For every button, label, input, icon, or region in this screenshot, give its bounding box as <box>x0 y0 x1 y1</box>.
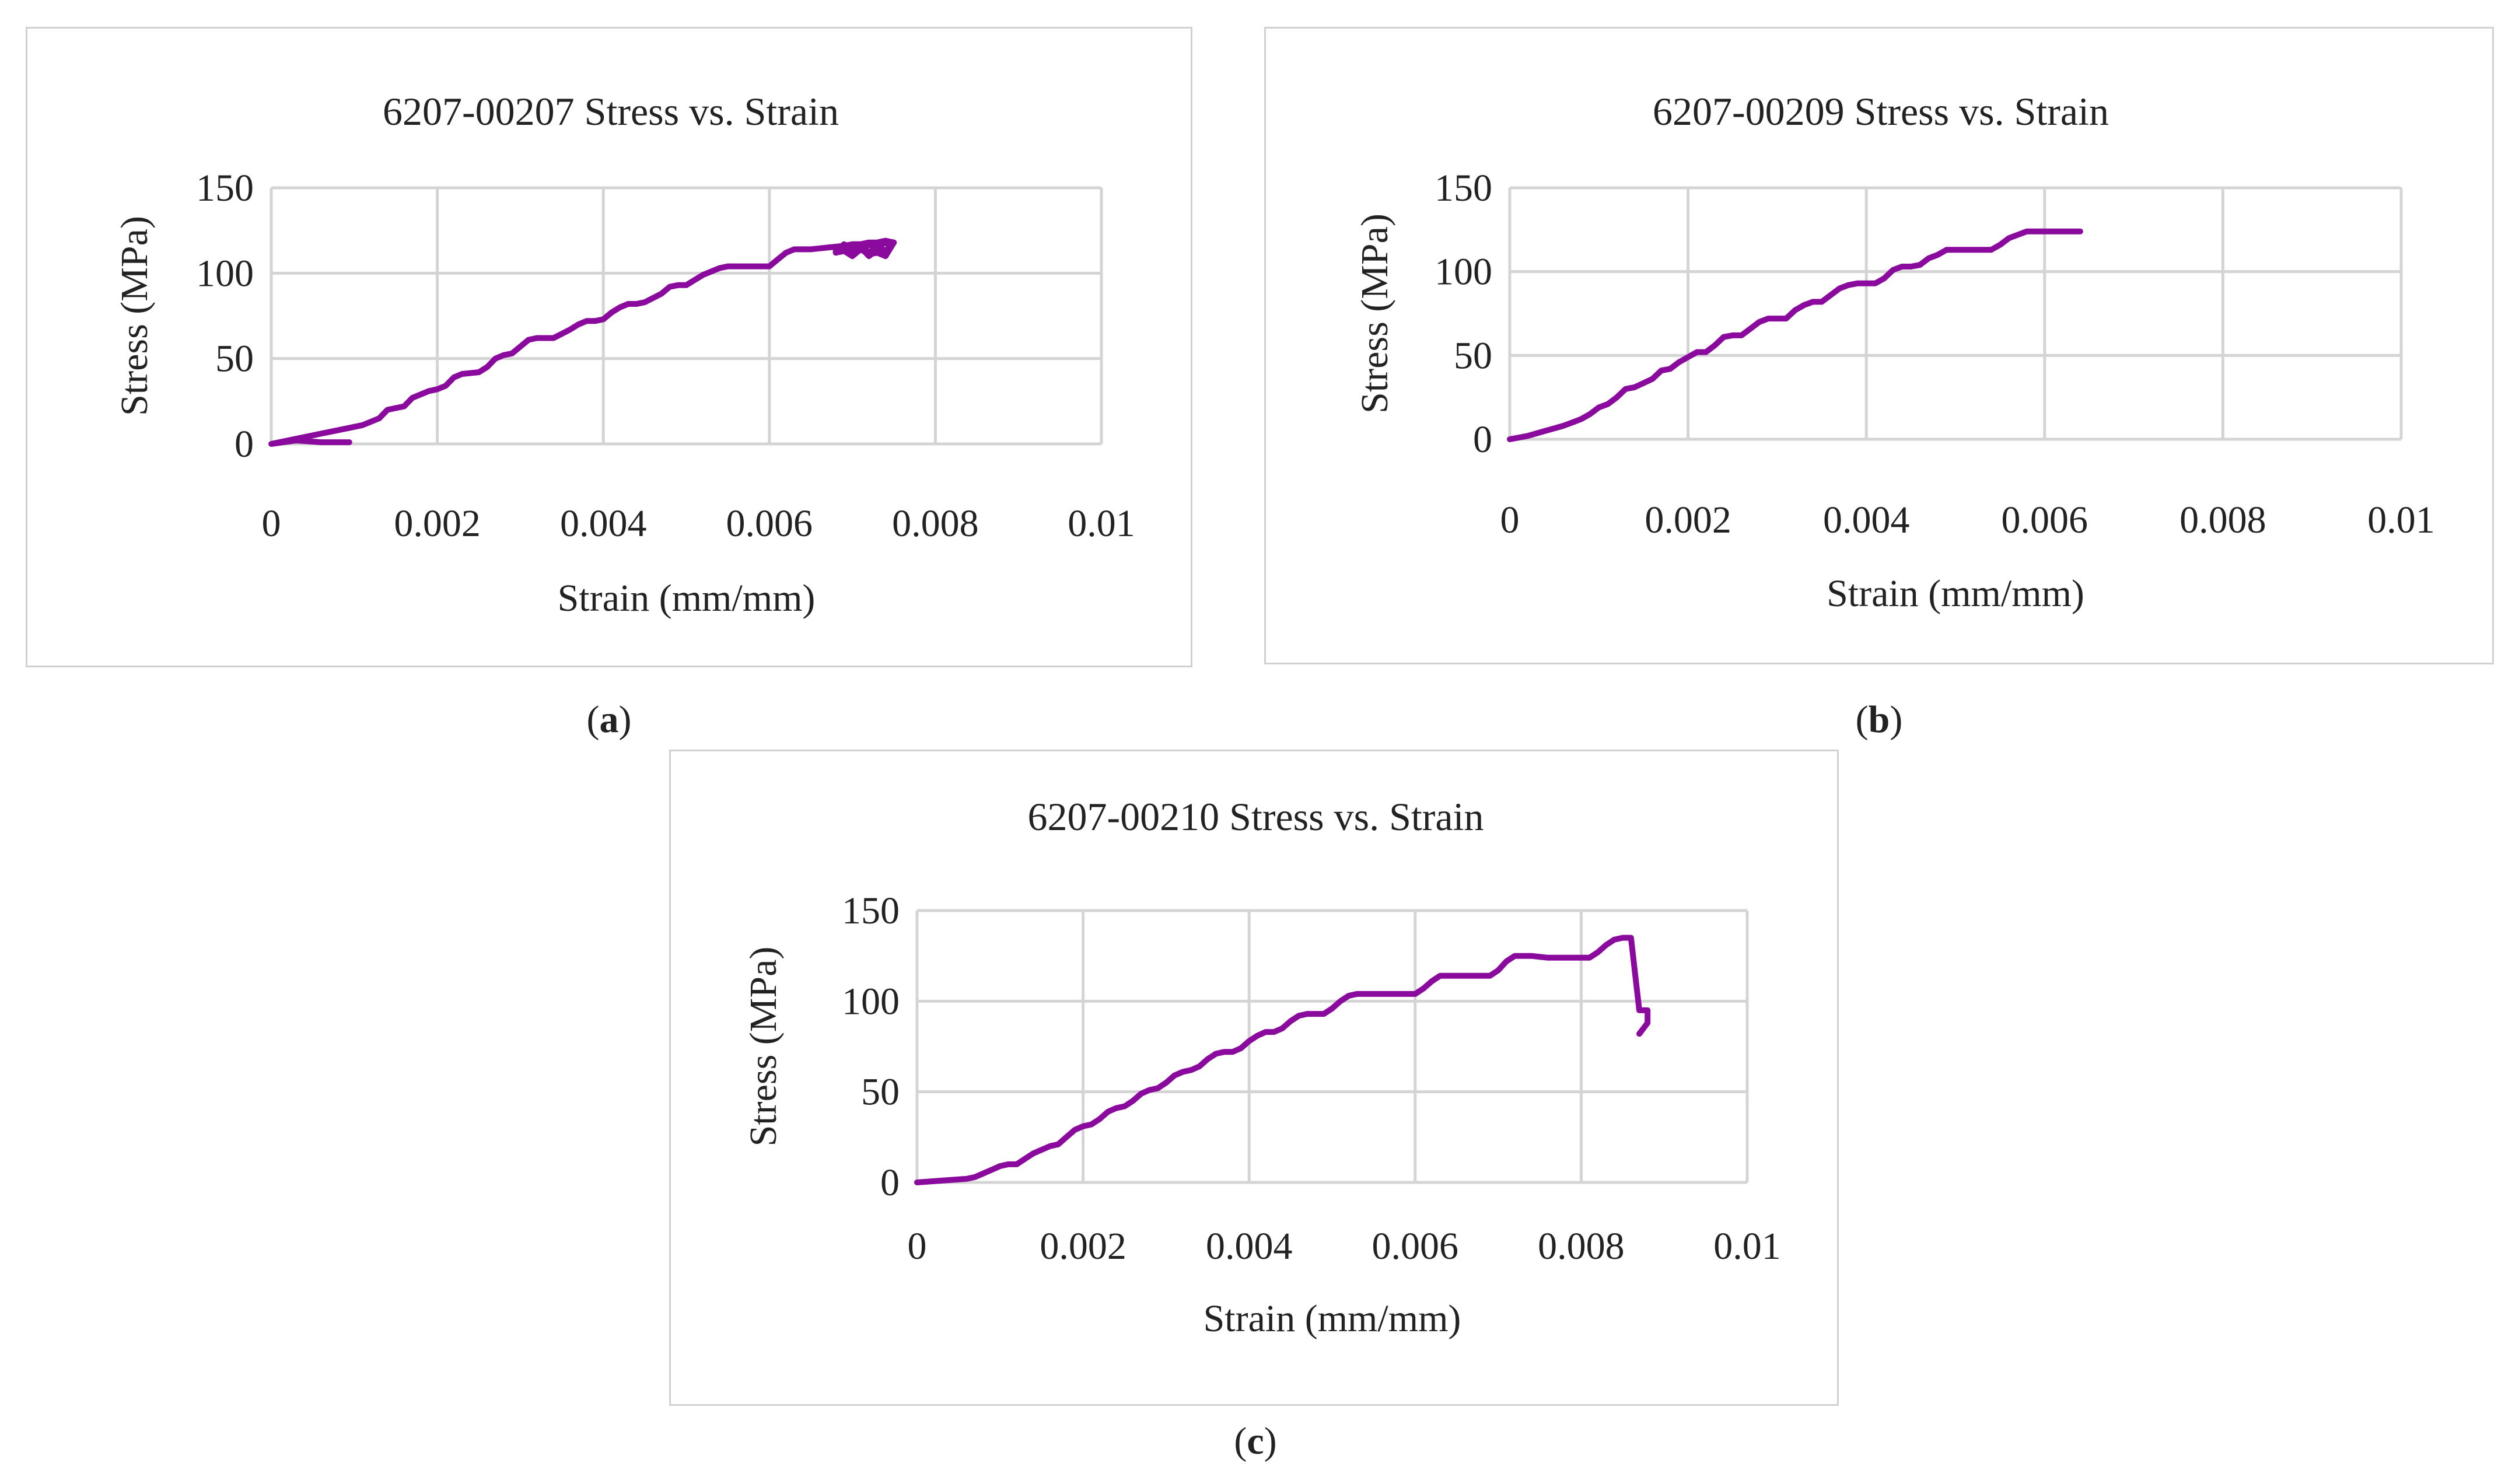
y-tick-label-c-3: 150 <box>842 890 900 932</box>
y-tick-label-c-2: 100 <box>842 980 900 1023</box>
y-axis-label-c: Stress (MPa) <box>742 947 785 1147</box>
caption-a: (a) <box>586 698 632 741</box>
caption-c: (c) <box>1234 1420 1277 1462</box>
x-axis-label-c: Strain (mm/mm) <box>1203 1297 1461 1340</box>
y-tick-label-a-1: 50 <box>215 338 254 380</box>
x-tick-label-b-5: 0.01 <box>2367 499 2435 541</box>
caption-a-letter: a <box>599 698 619 741</box>
y-tick-label-b-2: 100 <box>1435 251 1492 293</box>
caption-b: (b) <box>1855 698 1903 741</box>
chart-panel-a: 6207-00207 Stress vs. Strain 0 0.002 0.004 0… <box>26 27 1192 667</box>
chart-svg-c: 6207-00210 Stress vs. Strain 0 0.002 0.004 0… <box>742 794 1781 1340</box>
y-tick-label-a-2: 100 <box>196 252 254 295</box>
series-line-b-0 <box>1507 228 2083 442</box>
x-tick-label-c-1: 0.002 <box>1040 1225 1126 1268</box>
x-tick-label-a-0: 0 <box>262 502 281 545</box>
x-tick-label-a-5: 0.01 <box>1068 502 1135 545</box>
x-tick-label-a-3: 0.006 <box>726 502 813 545</box>
caption-b-letter: b <box>1868 698 1890 741</box>
x-tick-label-c-4: 0.008 <box>1538 1225 1625 1268</box>
y-tick-label-b-3: 150 <box>1435 167 1492 209</box>
x-tick-label-c-5: 0.01 <box>1713 1225 1781 1268</box>
chart-title-a: 6207-00207 Stress vs. Strain <box>383 89 839 134</box>
x-tick-label-c-0: 0 <box>908 1225 927 1268</box>
y-axis-label-b: Stress (MPa) <box>1353 214 1396 414</box>
x-tick-label-b-4: 0.008 <box>2179 499 2266 541</box>
series-line-c-0 <box>914 935 1651 1185</box>
x-tick-label-a-2: 0.004 <box>560 502 647 545</box>
caption-c-letter: c <box>1247 1420 1264 1462</box>
chart-title-c: 6207-00210 Stress vs. Strain <box>1028 794 1484 839</box>
chart-svg-b: 6207-00209 Stress vs. Strain 0 0.002 0.004 0… <box>1353 89 2435 615</box>
x-tick-label-b-1: 0.002 <box>1645 499 1731 541</box>
x-tick-label-a-1: 0.002 <box>394 502 481 545</box>
y-tick-label-c-0: 0 <box>880 1161 900 1204</box>
x-tick-label-b-3: 0.006 <box>2002 499 2088 541</box>
y-axis-label-a: Stress (MPa) <box>113 216 156 416</box>
x-tick-label-b-2: 0.004 <box>1823 499 1910 541</box>
y-tick-label-c-1: 50 <box>861 1071 900 1114</box>
y-tick-label-b-0: 0 <box>1473 418 1492 461</box>
x-tick-label-a-4: 0.008 <box>892 502 979 545</box>
x-tick-label-c-3: 0.006 <box>1372 1225 1459 1268</box>
y-tick-label-a-0: 0 <box>235 423 254 466</box>
x-axis-label-b: Strain (mm/mm) <box>1827 572 2084 615</box>
y-tick-label-b-1: 50 <box>1454 334 1492 377</box>
chart-panel-b: 6207-00209 Stress vs. Strain 0 0.002 0.004 0… <box>1264 27 2494 664</box>
chart-panel-c: 6207-00210 Stress vs. Strain 0 0.002 0.004 0… <box>669 750 1839 1406</box>
series-line-a-0 <box>268 237 897 447</box>
y-tick-label-a-3: 150 <box>196 167 254 209</box>
x-axis-label-a: Strain (mm/mm) <box>558 577 816 620</box>
x-tick-label-c-2: 0.004 <box>1206 1225 1293 1268</box>
chart-svg-a: 6207-00207 Stress vs. Strain 0 0.002 0.004 0… <box>113 89 1135 620</box>
chart-title-b: 6207-00209 Stress vs. Strain <box>1653 89 2109 134</box>
x-tick-label-b-0: 0 <box>1500 499 1520 541</box>
